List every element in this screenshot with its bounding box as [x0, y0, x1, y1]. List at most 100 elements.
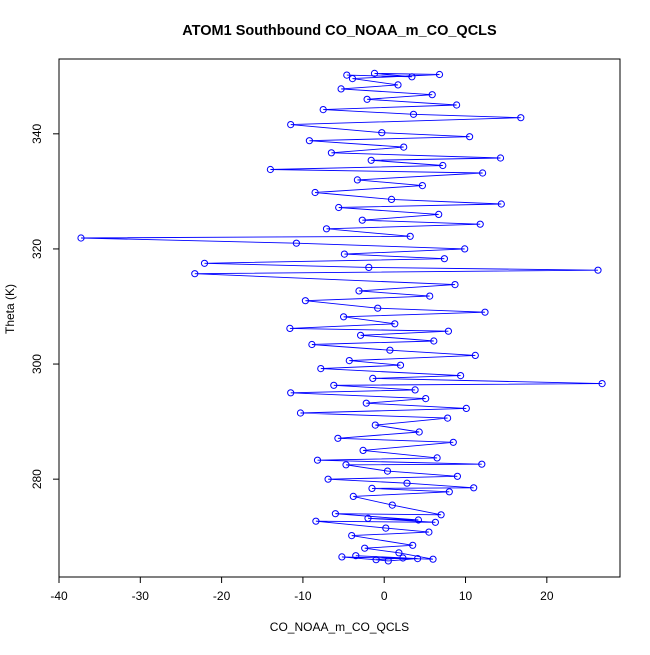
data-point: [400, 143, 408, 151]
x-tick-label: -30: [132, 589, 150, 603]
x-tick-label: 10: [459, 589, 473, 603]
data-point: [338, 553, 346, 561]
data-point: [387, 195, 396, 203]
y-tick-label: 300: [30, 354, 44, 374]
data-point: [391, 320, 399, 328]
series-line: [80, 72, 603, 562]
data-point: [594, 266, 602, 274]
data-point: [343, 71, 351, 79]
data-point: [317, 365, 325, 373]
data-point: [414, 516, 422, 524]
data-point: [444, 327, 452, 335]
data-point: [308, 340, 316, 349]
y-axis-label: Theta (K): [3, 284, 17, 334]
data-point: [437, 511, 445, 519]
data-point: [388, 501, 396, 509]
data-point: [478, 460, 486, 468]
data-point: [305, 137, 313, 145]
data-point: [319, 106, 327, 114]
data-point: [386, 346, 394, 354]
data-point: [335, 203, 343, 212]
data-point: [479, 169, 487, 177]
data-point: [466, 133, 474, 141]
data-point: [363, 95, 371, 103]
data-point: [361, 544, 369, 552]
data-point: [418, 182, 426, 190]
data-point: [334, 434, 342, 442]
data-point: [431, 518, 439, 526]
data-point: [497, 200, 505, 208]
data-point: [266, 165, 274, 174]
data-point: [286, 324, 294, 332]
x-tick-label: 0: [381, 589, 388, 603]
data-point: [348, 532, 356, 540]
data-point: [367, 156, 375, 164]
data-point: [430, 337, 438, 345]
data-point: [322, 225, 331, 233]
data-point: [327, 149, 335, 157]
plot-frame: [58, 58, 621, 578]
data-point: [461, 245, 469, 253]
data-point: [296, 409, 305, 417]
data-point: [409, 110, 418, 118]
data-point: [345, 357, 353, 365]
data-point: [411, 386, 419, 394]
data-point: [301, 297, 309, 305]
data-point: [357, 331, 365, 339]
data-point: [330, 381, 338, 389]
data-point: [287, 121, 295, 129]
data-point: [395, 549, 403, 557]
data-point: [399, 554, 407, 562]
data-point: [429, 555, 437, 563]
data-point: [371, 421, 379, 429]
data-point: [355, 287, 363, 295]
data-point: [364, 514, 372, 522]
data-point: [378, 129, 386, 137]
data-point: [396, 361, 405, 369]
data-point: [476, 220, 484, 228]
data-point: [353, 176, 361, 184]
data-point: [449, 438, 457, 446]
data-point: [440, 255, 448, 263]
data-point: [383, 467, 392, 475]
data-point: [444, 414, 452, 422]
data-point: [428, 91, 436, 99]
data-point: [457, 372, 465, 380]
data-point: [370, 69, 379, 78]
data-point: [517, 114, 525, 122]
x-tick-label: -20: [213, 589, 231, 603]
data-point: [352, 552, 360, 560]
data-point: [331, 510, 339, 518]
data-point: [451, 281, 459, 289]
data-point: [337, 85, 345, 93]
data-point: [191, 270, 199, 278]
data-point: [369, 374, 377, 382]
data-point: [433, 454, 441, 462]
data-point: [200, 259, 209, 267]
y-tick-label: 320: [30, 239, 44, 259]
data-point: [481, 308, 489, 316]
y-tick-label: 280: [30, 469, 44, 489]
x-axis-label: CO_NOAA_m_CO_QCLS: [270, 620, 409, 634]
data-point: [425, 528, 433, 536]
y-tick-label: 340: [30, 123, 44, 143]
data-point: [368, 484, 376, 492]
data-point: [598, 380, 606, 388]
data-point: [403, 479, 411, 487]
data-point: [445, 488, 453, 496]
data-point: [422, 395, 430, 403]
data-point: [292, 239, 300, 247]
data-point: [453, 101, 461, 109]
data-point: [312, 517, 320, 525]
data-point: [287, 389, 295, 397]
data-point: [471, 351, 479, 359]
data-point: [311, 188, 319, 197]
data-point: [409, 541, 417, 549]
data-point: [77, 234, 85, 242]
data-point: [349, 492, 357, 500]
x-tick-label: 20: [540, 589, 554, 603]
data-point: [382, 524, 390, 532]
data-point: [439, 161, 447, 170]
